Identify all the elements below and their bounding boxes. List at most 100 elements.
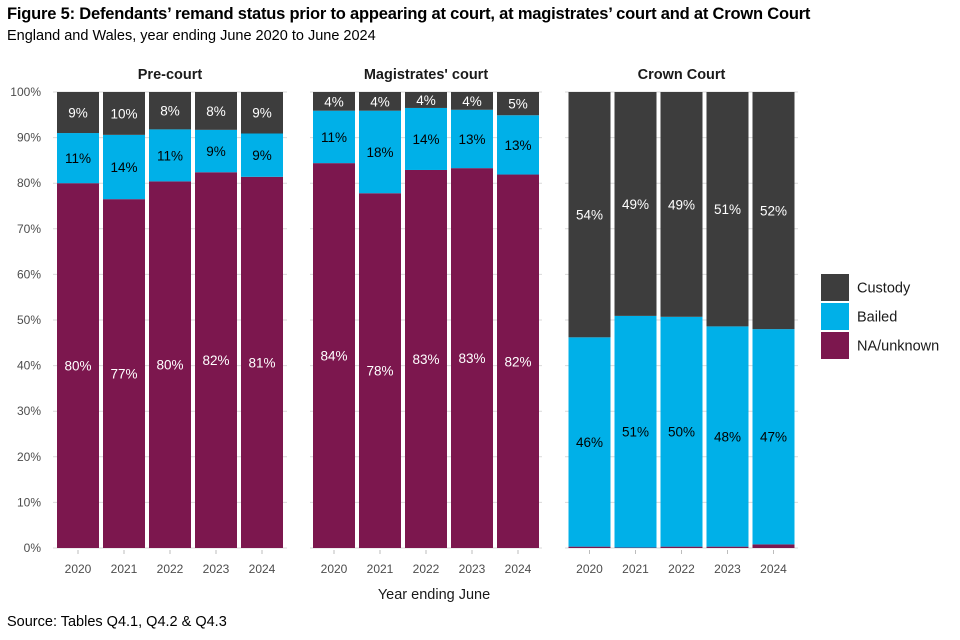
bar-segment-na-unknown [103,199,145,548]
data-label: 4% [370,94,390,109]
data-label: 80% [156,358,183,373]
chart-title: Figure 5: Defendants’ remand status prio… [7,5,811,23]
bar-segment-na-unknown [313,163,355,549]
data-label: 11% [157,148,183,163]
x-tick-label: 2022 [413,562,440,576]
legend-swatch-bailed [821,303,849,330]
data-label: 11% [65,151,91,166]
data-label: 77% [110,367,137,382]
y-tick-label: 40% [17,359,41,373]
bar-segment-na-unknown [660,546,703,548]
legend-label: Custody [857,281,911,297]
bar-segment-na-unknown [195,172,237,549]
bar-segment-custody [497,92,539,116]
data-label: 52% [760,204,787,219]
bar-segment-bailed [660,316,703,547]
bar-segment-na-unknown [451,168,493,549]
bar-segment-bailed [706,326,749,547]
data-label: 18% [366,145,393,160]
data-label: 49% [668,197,695,212]
bar-segment-na-unknown [752,544,795,548]
bar-segment-bailed [614,315,657,548]
bar-segment-bailed [103,134,145,200]
bar-segment-custody [451,92,493,110]
data-label: 9% [206,144,226,159]
y-tick-label: 70% [17,222,41,236]
y-tick-label: 80% [17,176,41,190]
bar-segment-custody [752,92,795,330]
bar-segment-bailed [568,337,611,547]
x-axis-label: Year ending June [378,587,490,603]
legend-label: NA/unknown [857,339,939,355]
data-label: 8% [160,104,180,119]
bar-segment-custody [313,92,355,111]
data-label: 84% [320,349,347,364]
y-tick-label: 60% [17,267,41,281]
bar-segment-na-unknown [497,174,539,548]
x-tick-label: 2024 [249,562,276,576]
data-label: 83% [458,351,485,366]
bar-segment-bailed [405,107,447,170]
legend-swatch-custody [821,274,849,301]
x-tick-label: 2020 [65,562,92,576]
x-tick-label: 2023 [203,562,230,576]
bar-segment-custody [103,92,145,135]
y-tick-label: 10% [17,495,41,509]
data-label: 4% [324,94,344,109]
y-tick-label: 50% [17,313,41,327]
bar-segment-custody [660,92,703,317]
bar-segment-custody [568,92,611,338]
data-label: 80% [64,359,91,374]
bar-segment-bailed [195,129,237,173]
x-tick-label: 2021 [111,562,138,576]
data-label: 47% [760,430,787,445]
data-label: 81% [248,355,275,370]
panel-title: Crown Court [638,67,726,83]
bar-segment-na-unknown [241,176,283,549]
bar-segment-bailed [359,110,401,194]
source-note: Source: Tables Q4.1, Q4.2 & Q4.3 [7,614,227,630]
bar-segment-na-unknown [359,193,401,548]
data-label: 4% [462,94,482,109]
legend-label: Bailed [857,310,897,326]
x-tick-label: 2022 [157,562,184,576]
bar-segment-custody [359,92,401,111]
x-tick-label: 2021 [622,562,649,576]
data-label: 48% [714,430,741,445]
bar-segment-bailed [752,329,795,545]
data-label: 50% [668,425,695,440]
bar-segment-bailed [497,115,539,175]
x-tick-label: 2023 [459,562,486,576]
bar-segment-bailed [241,133,283,177]
bar-segment-na-unknown [57,183,99,548]
data-label: 82% [504,354,531,369]
x-tick-label: 2021 [367,562,394,576]
x-tick-label: 2020 [321,562,348,576]
data-label: 46% [576,435,603,450]
bar-segment-bailed [149,129,191,182]
x-tick-label: 2022 [668,562,695,576]
y-tick-label: 90% [17,131,41,145]
y-tick-label: 0% [24,541,42,555]
data-label: 54% [576,208,603,223]
data-label: 5% [508,97,528,112]
bar-segment-na-unknown [149,181,191,548]
data-label: 13% [504,138,531,153]
bar-segment-custody [57,92,99,134]
data-label: 51% [622,425,649,440]
bar-segment-na-unknown [706,546,749,548]
x-tick-label: 2024 [760,562,787,576]
bar-segment-custody [405,92,447,108]
bar-segment-custody [241,92,283,134]
data-label: 9% [68,106,88,121]
data-label: 51% [714,202,741,217]
data-label: 14% [412,132,439,147]
bar-segment-na-unknown [568,546,611,548]
data-label: 13% [458,132,485,147]
bar-segment-bailed [57,133,99,184]
data-label: 10% [110,106,137,121]
data-label: 8% [206,104,226,119]
chart-subtitle: England and Wales, year ending June 2020… [7,28,376,44]
data-label: 9% [252,148,272,163]
